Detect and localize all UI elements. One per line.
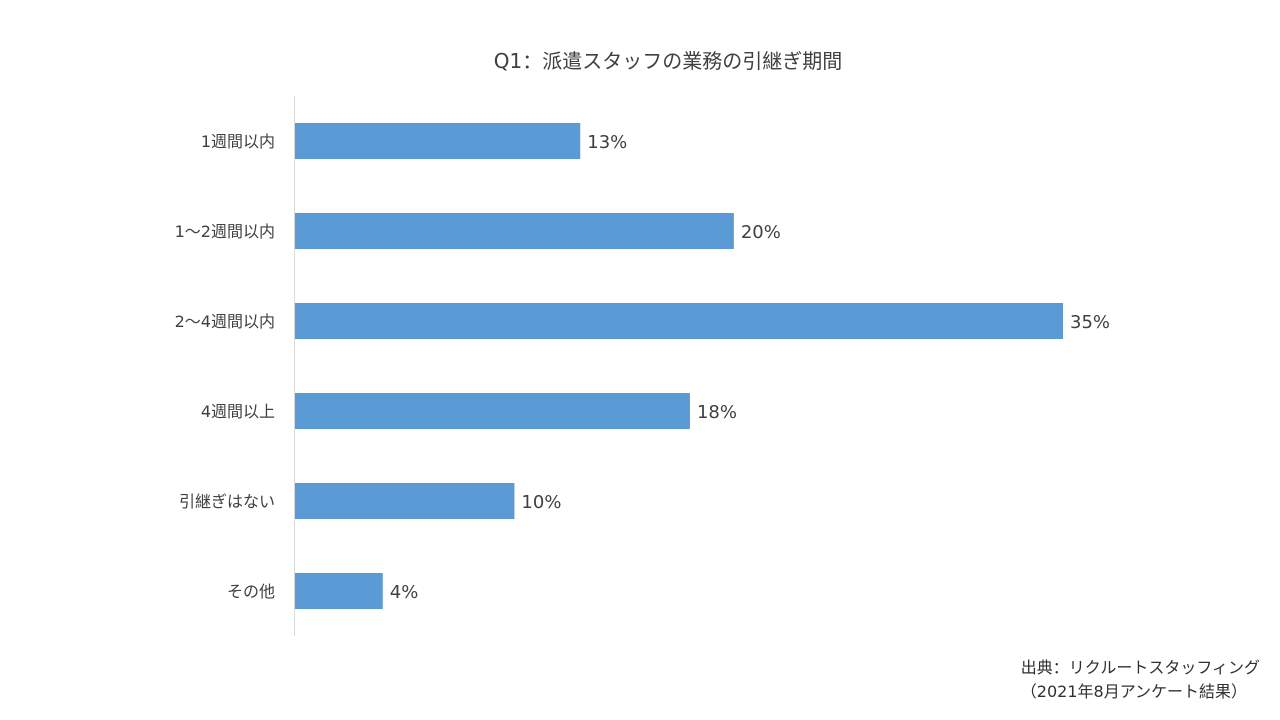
bar-6 [295, 573, 383, 609]
bar-3 [295, 303, 1063, 339]
bar-2 [295, 213, 734, 249]
data-label-2: 20% [741, 222, 781, 243]
bar-1 [295, 123, 581, 159]
chart-title: Q1：派遣スタッフの業務の引継ぎ期間 [494, 49, 842, 73]
source-note: 出典：リクルートスタッフィング （2021年8月アンケート結果） [1021, 656, 1260, 704]
category-label-2: 1～2週間以内 [175, 222, 275, 241]
data-label-1: 13% [587, 132, 627, 153]
data-label-3: 35% [1070, 312, 1110, 333]
source-line-2: （2021年8月アンケート結果） [1020, 682, 1248, 701]
category-label-3: 2～4週間以内 [175, 312, 275, 331]
bars-group: 1週間以内 13% 1～2週間以内 20% 2～4週間以内 35% 4週間以上 18% 引継ぎは… [175, 123, 1110, 609]
bar-5 [295, 483, 515, 519]
category-label-6: その他 [227, 582, 275, 601]
data-label-4: 18% [697, 402, 737, 423]
bar-4 [295, 393, 690, 429]
data-label-6: 4% [390, 582, 419, 603]
source-line-1: 出典：リクルートスタッフィング [1020, 658, 1260, 677]
category-label-5: 引継ぎはない [179, 492, 275, 511]
category-label-4: 4週間以上 [201, 402, 275, 421]
data-label-5: 10% [521, 492, 561, 513]
category-label-1: 1週間以内 [201, 132, 275, 151]
